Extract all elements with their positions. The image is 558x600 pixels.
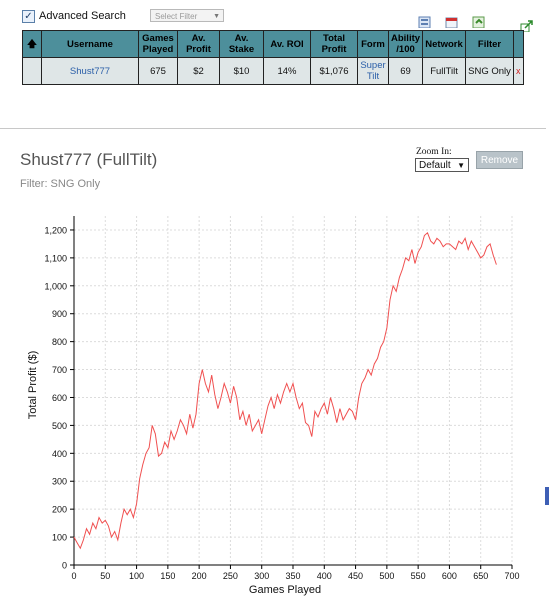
y-tick-label: 900 [52, 309, 67, 319]
x-tick-label: 400 [317, 571, 332, 581]
cell-username[interactable]: Shust777 [41, 57, 139, 85]
y-tick-label: 1,200 [44, 225, 67, 235]
select-filter-dropdown[interactable]: Select Filter ▼ [150, 9, 224, 22]
y-axis-label: Total Profit ($) [27, 351, 39, 419]
cell-total-profit: $1,076 [310, 57, 358, 85]
y-tick-label: 100 [52, 533, 67, 543]
sort-arrow-cell[interactable]: 🡅 [22, 30, 42, 58]
y-tick-label: 300 [52, 477, 67, 487]
y-tick-label: 1,000 [44, 281, 67, 291]
header-username[interactable]: Username [41, 30, 139, 58]
header-av-roi[interactable]: Av. ROI [263, 30, 311, 58]
sort-up-arrow-icon[interactable]: 🡅 [27, 38, 37, 50]
advanced-search-checkbox[interactable]: ✓ [22, 10, 35, 23]
profit-series-line [73, 231, 497, 550]
x-tick-label: 350 [285, 571, 300, 581]
header-total-profit[interactable]: Total Profit [310, 30, 358, 58]
advanced-search-label: Advanced Search [39, 10, 126, 22]
profit-chart: 01002003004005006007008009001,0001,1001,… [27, 216, 520, 596]
export-icon[interactable] [418, 16, 431, 28]
y-tick-label: 500 [52, 421, 67, 431]
chevron-down-icon: ▼ [213, 13, 220, 20]
cell-av-roi: 14% [263, 57, 311, 85]
x-tick-label: 300 [254, 571, 269, 581]
x-axis-label: Games Played [249, 584, 321, 596]
table-row: Shust777 675 $2 $10 14% $1,076 Super Til… [22, 57, 524, 85]
cell-av-profit: $2 [177, 57, 220, 85]
select-filter-placeholder: Select Filter [155, 12, 198, 21]
x-tick-label: 550 [411, 571, 426, 581]
table-header-row: 🡅 Username Games Played Av. Profit Av. S… [22, 30, 524, 58]
cell-filter: SNG Only [465, 57, 515, 85]
refresh-icon[interactable] [472, 16, 485, 28]
x-axis-ticks: 0 50 100 150 200 250 300 350 400 450 500 550 600 650 7… [71, 565, 520, 581]
advanced-search-bar: ✓ Advanced Search Select Filter ▼ [22, 8, 542, 26]
cell-ability: 69 [387, 57, 424, 85]
y-tick-label: 600 [52, 393, 67, 403]
x-tick-label: 500 [379, 571, 394, 581]
x-tick-label: 0 [71, 571, 76, 581]
x-tick-label: 100 [129, 571, 144, 581]
header-games-played[interactable]: Games Played [138, 30, 178, 58]
header-form[interactable]: Form [357, 30, 389, 58]
chart-grid [74, 216, 513, 565]
cell-av-stake: $10 [219, 57, 264, 85]
y-tick-label: 200 [52, 505, 67, 515]
y-tick-label: 1,100 [44, 253, 67, 263]
x-tick-label: 250 [223, 571, 238, 581]
zoom-select[interactable]: Default ▼ [415, 158, 469, 172]
x-tick-label: 50 [100, 571, 110, 581]
y-tick-label: 400 [52, 449, 67, 459]
header-filter[interactable]: Filter [465, 30, 515, 58]
x-tick-label: 150 [160, 571, 175, 581]
scrollbar-thumb[interactable] [545, 487, 549, 505]
y-tick-label: 700 [52, 365, 67, 375]
chevron-down-icon: ▼ [457, 161, 465, 170]
page-title: Shust777 (FullTilt) [20, 150, 158, 169]
filter-subtitle: Filter: SNG Only [20, 178, 101, 190]
x-tick-label: 600 [442, 571, 457, 581]
cell-form[interactable]: Super Tilt [357, 57, 389, 85]
zoom-value: Default [419, 160, 451, 171]
remove-row-icon[interactable]: x [513, 57, 524, 85]
y-tick-label: 800 [52, 337, 67, 347]
zoom-label: Zoom In: [416, 147, 452, 157]
header-av-profit[interactable]: Av. Profit [177, 30, 220, 58]
section-divider [0, 128, 546, 129]
y-tick-label: 0 [62, 561, 67, 571]
x-tick-label: 450 [348, 571, 363, 581]
x-tick-label: 700 [504, 571, 519, 581]
cell-games-played: 675 [138, 57, 178, 85]
y-axis-ticks: 0 100 200 300 400 500 600 700 800 900 1,000 1,100 1,… [44, 225, 74, 571]
remove-button[interactable]: Remove [476, 151, 523, 169]
x-tick-label: 650 [473, 571, 488, 581]
delete-icon[interactable] [445, 16, 458, 28]
row-spacer [22, 57, 42, 85]
header-network[interactable]: Network [422, 30, 467, 58]
cell-network: FullTilt [422, 57, 467, 85]
header-remove [513, 30, 524, 58]
player-stats-table: 🡅 Username Games Played Av. Profit Av. S… [22, 30, 524, 85]
header-av-stake[interactable]: Av. Stake [219, 30, 264, 58]
header-ability[interactable]: Ability /100 [387, 30, 424, 58]
x-tick-label: 200 [192, 571, 207, 581]
popout-icon[interactable] [520, 20, 533, 32]
